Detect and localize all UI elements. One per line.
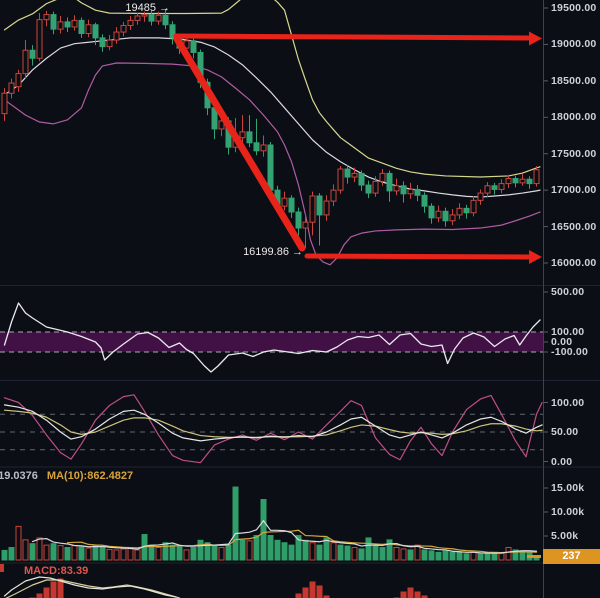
y-axis-label: 16000.00: [551, 257, 597, 269]
price-high-annotation: 19485 →: [125, 2, 170, 14]
y-axis-label: 0.00: [551, 336, 573, 348]
y-axis-label: 18000.00: [551, 111, 597, 124]
price-low-annotation: 16199.86 →: [243, 246, 303, 258]
current-volume-marker: [527, 555, 541, 558]
y-axis-label: 17500.00: [551, 147, 597, 160]
y-axis-label: 18500.00: [551, 74, 597, 87]
y-axis-label: 19500.00: [551, 2, 597, 14]
y-axis-label: 15.00k: [551, 482, 585, 494]
current-volume-badge: 237: [543, 549, 600, 564]
macd-indicator-label: MACD:83.39: [24, 565, 89, 577]
y-axis-label: 5.00k: [551, 530, 579, 542]
y-axis-label: -100.00: [551, 346, 589, 358]
y-axis-label: 50.00: [551, 426, 579, 438]
y-axis-label: 17000.00: [551, 184, 597, 197]
y-axis-label: 100.00: [551, 396, 585, 409]
y-axis-label: 10.00k: [551, 506, 585, 518]
volume-ma5-value: 619.0376: [0, 470, 38, 482]
clipped-label-fragment: [0, 564, 4, 572]
y-axis-label: 100.00: [551, 326, 585, 338]
y-axis-label: 0.00: [551, 455, 573, 468]
volume-ma10-value: MA(10):862.4827: [46, 470, 134, 482]
y-axis-label: 19000.00: [551, 38, 597, 51]
y-axis-label: 16500.00: [551, 220, 597, 233]
volume-ma-labels: 619.0376 MA(10):862.4827: [0, 470, 133, 482]
y-axis-label: 500.00: [551, 286, 585, 298]
